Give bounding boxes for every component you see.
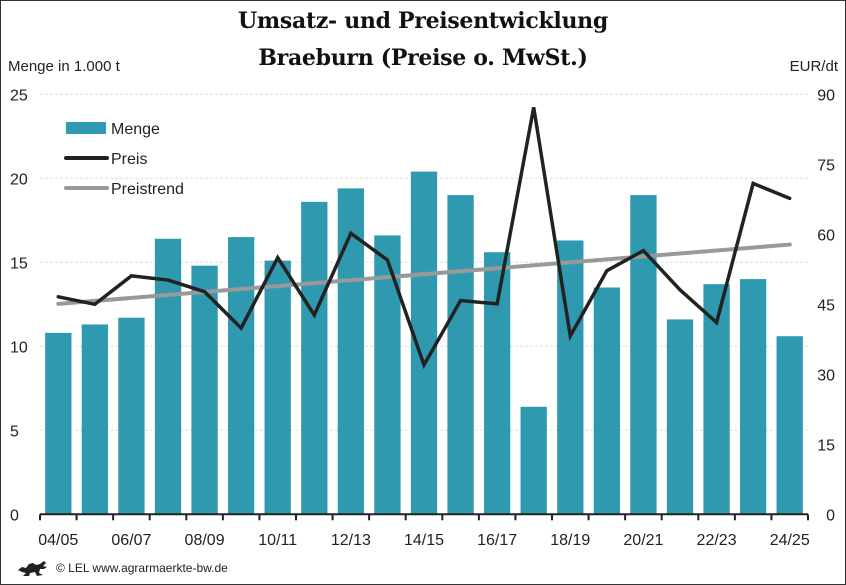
x-tick-label: 04/05 [38,532,78,549]
copyright-text: © LEL www.agrarmaerkte-bw.de [56,561,228,575]
legend-label-preis: Preis [111,151,147,168]
bar-menge [301,201,328,515]
x-tick-label: 16/17 [477,532,517,549]
y2-tick-label: 30 [817,367,835,384]
bar-menge [483,252,511,515]
line-preistrend [56,242,792,306]
bar-menge [154,238,182,515]
x-tick-label: 08/09 [185,532,225,549]
bar-menge [337,188,365,515]
y-tick-label: 20 [10,171,28,188]
bar-menge [227,237,255,515]
bar-menge [191,265,218,515]
x-tick-label: 20/21 [623,532,663,549]
x-tick-label: 22/23 [697,532,737,549]
y-tick-label: 10 [10,339,28,356]
x-tick-label: 10/11 [258,532,297,549]
right-axis-label: EUR/dt [789,58,838,75]
y2-tick-label: 75 [817,157,835,174]
x-tick-label: 18/19 [550,532,590,549]
y2-tick-label: 60 [817,227,835,244]
y2-tick-label: 0 [826,507,835,524]
legend-label-preistrend: Preistrend [111,181,184,198]
bar-menge [593,287,621,515]
bar-menge [739,279,767,515]
bar-menge [45,332,72,515]
y-tick-label: 25 [10,87,28,104]
x-tick-label: 14/15 [404,532,444,549]
bar-menge [776,336,803,515]
y-tick-label: 0 [10,507,19,524]
bar-menge [447,195,474,515]
bar-menge [118,317,145,515]
y-tick-label: 5 [10,423,19,440]
legend-label-menge: Menge [111,121,160,138]
x-tick-label: 12/13 [331,532,371,549]
bar-menge [520,406,547,515]
y2-tick-label: 15 [817,437,835,454]
y2-tick-label: 45 [817,297,835,314]
chart-title: Umsatz- und Preisentwicklung [238,8,608,34]
footer: © LEL www.agrarmaerkte-bw.de [16,558,228,578]
bar-menge [630,195,657,515]
lion-coat-of-arms-icon [18,561,47,576]
chart-subtitle: Braeburn (Preise o. MwSt.) [258,45,588,71]
y2-tick-label: 90 [817,87,835,104]
bar-menge [666,319,694,515]
left-axis-label: Menge in 1.000 t [8,58,120,75]
x-tick-label: 06/07 [111,532,151,549]
bar-menge [81,324,109,515]
x-tick-label: 24/25 [770,532,810,549]
legend-swatch-menge [66,122,106,134]
bar-menge [264,260,291,515]
y-tick-label: 15 [10,255,28,272]
